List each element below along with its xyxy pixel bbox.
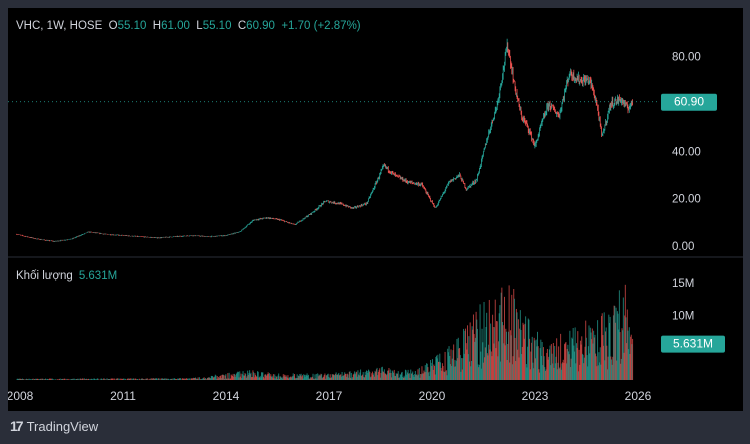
low-key: L [196,20,203,32]
volume-label: Khối lượng [16,270,73,282]
open-value: 55.10 [117,20,147,32]
brand-label: TradingView [26,418,99,434]
x-tick-label: 2017 [316,389,343,403]
x-tick-label: 2023 [522,389,549,403]
volume-legend: Khối lượng 5.631M [16,270,117,282]
x-tick-label: 2026 [625,389,652,403]
low-value: 55.10 [202,20,232,32]
footer: 17 TradingView [0,411,750,444]
chart-area[interactable]: 0.0020.0040.0060.0080.0060.9010M15M5.631… [8,8,743,411]
x-tick-label: 2014 [213,389,240,403]
x-tick-label: 2008 [8,389,34,403]
volume-tick-label: 10M [672,310,694,322]
tradingview-logo-icon: 17 [10,418,24,434]
last-volume-label: 5.631M [673,337,713,351]
symbol-label: VHC, 1W, HOSE [16,20,103,32]
last-price-label: 60.90 [674,95,704,109]
tradingview-logo[interactable]: 17 TradingView [10,418,98,434]
close-key: C [237,20,247,32]
change-value: +1.70 (+2.87%) [281,20,361,32]
price-tick-label: 20.00 [672,194,701,206]
high-value: 61.00 [161,20,190,32]
volume-tick-label: 15M [672,278,694,290]
chart-svg[interactable]: 0.0020.0040.0060.0080.0060.9010M15M5.631… [8,8,743,411]
volume-value: 5.631M [78,270,118,282]
last-volume-tag [661,335,725,353]
price-tick-label: 80.00 [672,51,701,63]
symbol-legend: VHC, 1W, HOSE O55.10 H61.00 L55.10 C60.9… [16,20,361,32]
x-tick-label: 2011 [110,389,136,403]
x-tick-label: 2020 [419,389,446,403]
open-key: O [108,20,118,32]
close-value: 60.90 [246,20,275,32]
high-key: H [152,20,162,32]
price-tick-label: 0.00 [672,241,694,253]
price-tick-label: 40.00 [672,146,701,158]
last-price-tag [661,93,717,111]
